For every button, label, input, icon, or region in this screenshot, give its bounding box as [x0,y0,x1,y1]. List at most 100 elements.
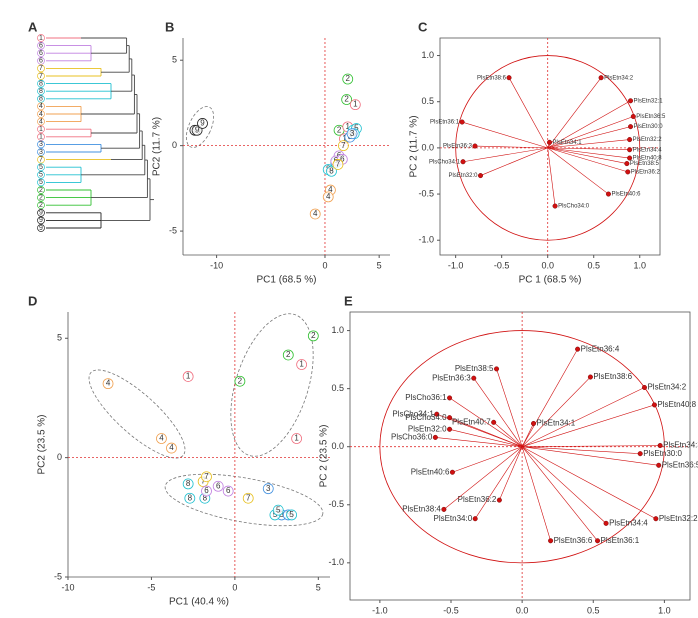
unit-circle [455,55,641,241]
loading-vector [547,147,609,195]
loading-vector [521,446,607,524]
variable-label: PlsEtn34:4 [609,518,648,527]
cluster-ellipses [88,106,324,527]
loading-point [595,538,601,544]
loading-point [598,75,604,81]
loading-point [441,506,447,512]
y-tick-label: 0.0 [331,441,344,451]
leaf-marker [37,140,45,149]
point [212,480,224,492]
plot-frame [349,311,691,601]
y-tick-label: 1.0 [421,50,434,60]
loading-vector [480,147,548,176]
x-tick-label: -1.0 [448,260,464,270]
loading-vector [493,422,523,447]
loading-point [656,462,662,468]
leaf-marker [37,170,45,179]
point-label: 2 [238,376,243,385]
leaf-marker [37,178,45,187]
point [307,330,319,342]
y-axis-label: PC 2 (11.7 %) [409,115,420,177]
variable-label: PlsCho34:1 [429,159,461,165]
y-tick-label: -5 [169,225,177,235]
point-label: 3 [266,484,271,493]
point [326,165,337,177]
y-axis-label: PC2 (23.5 %) [37,414,48,474]
point-label: 1 [294,434,299,443]
y-tick-label: 0 [57,452,62,462]
x-tick-label: -1.0 [372,605,388,615]
loading-point [637,451,643,457]
point-label: 5 [276,505,281,514]
point-label: 2 [337,125,342,134]
point-label: 3 [350,129,355,138]
loading-vector [462,121,548,149]
variable-label: PlsCho36:1 [405,393,447,402]
point-label: 8 [329,166,334,175]
loading-point [494,366,500,372]
variable-label: PlsEtn32:2 [659,514,698,523]
loading-vector [449,428,523,448]
y-tick-label: 5 [57,333,62,343]
point-label: 7 [204,472,209,481]
variable-label: PlsEtn38:6 [477,75,507,81]
point [322,191,334,203]
y-tick-label: 0.5 [421,96,434,106]
leaf-label: 4 [39,118,43,125]
point [222,485,234,497]
loading-point [447,426,453,432]
ellipse [164,473,324,527]
leaf-marker [37,132,45,141]
x-tick-label: -10 [61,582,74,592]
loading-point [651,402,657,408]
loading-vector [473,378,523,447]
point [286,509,298,521]
loading-point [587,374,593,380]
variable-label: PlsEtn32:1 [634,98,664,104]
leaf-label: 5 [39,164,43,171]
leaf-label: 9 [39,210,43,217]
leaf-label: 8 [39,88,43,95]
loading-point [548,538,554,544]
loading-vector [521,349,578,447]
leaf-label: 3 [39,149,43,156]
loading-vector [547,147,630,159]
point-label: 4 [169,443,174,452]
x-tick-label: 1.0 [658,605,671,615]
leaf-marker [37,87,45,96]
point-label: 4 [159,434,164,443]
loading-vector [521,423,534,447]
point-label: 6 [216,481,221,490]
point [184,492,196,504]
loading-vector [474,446,523,519]
point-label: 9 [195,125,200,134]
loading-point [628,98,634,104]
leaf-label: 7 [39,65,43,72]
point [272,504,284,516]
loading-vector [547,147,628,173]
loading-point [627,137,633,143]
point-label: 6 [226,486,231,495]
loading-point [447,395,453,401]
variable-label: PlsEtn38:6 [593,372,632,381]
x-tick-label: 1.0 [633,260,646,270]
loading-point [531,420,537,426]
y-axis-label: PC2 (11.7 %) [152,117,163,176]
y-tick-label: 1.0 [331,325,344,335]
variable-label: PlsEtn36:3 [443,144,473,150]
y-tick-label: 0 [172,140,177,150]
point-label: 7 [246,493,251,502]
variable-label: PlsEtn34:3 [663,441,698,450]
variable-label: PlsEtn32:2 [633,137,663,143]
loading-vector [452,446,523,473]
leaf-label: 1 [39,134,43,141]
y-tick-label: 0.5 [331,383,344,393]
loading-vector [522,387,645,447]
variable-label: PlsEtn36:6 [554,536,593,545]
leaf-marker [37,64,45,73]
loading-point [627,155,633,161]
loading-point [478,173,484,179]
unit-circle [379,330,665,564]
leaf-label: 7 [39,73,43,80]
